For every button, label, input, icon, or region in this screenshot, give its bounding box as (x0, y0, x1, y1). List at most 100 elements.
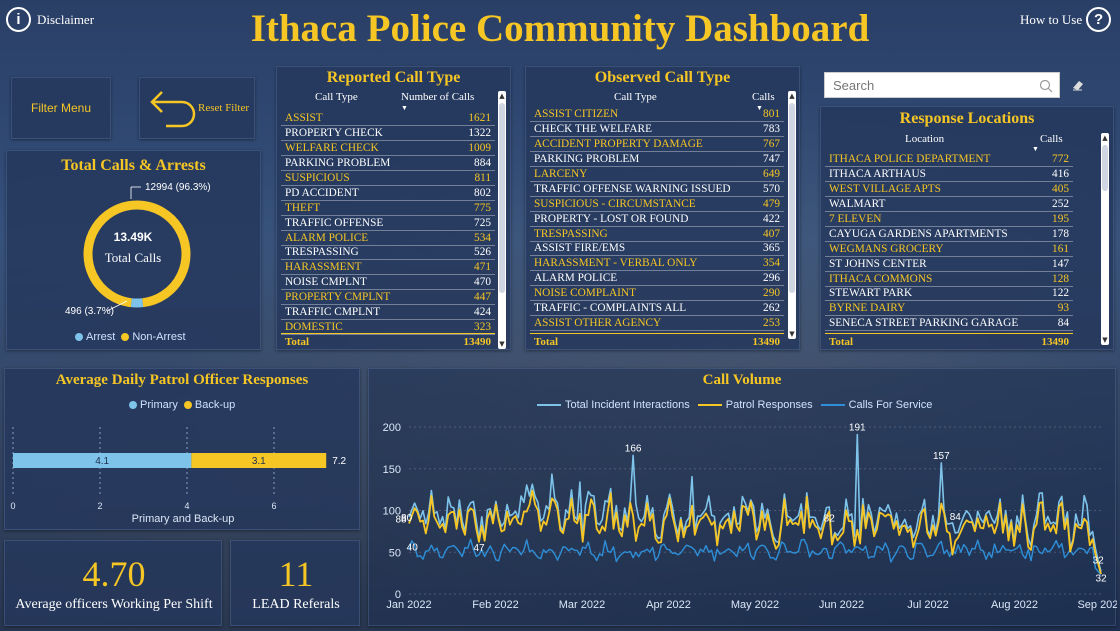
table-row[interactable]: WEST VILLAGE APTS 405 (825, 181, 1073, 198)
backup-data-label: 3.1 (252, 456, 266, 467)
reported-col-calltype[interactable]: Call Type (315, 91, 358, 103)
table-row[interactable]: STEWART PARK 122 (825, 286, 1073, 302)
table-row[interactable]: ASSIST 1621 (281, 111, 495, 127)
search-icon[interactable] (1039, 79, 1053, 93)
table-row[interactable]: WELFARE CHECK 1009 (281, 140, 495, 157)
table-row[interactable]: TRAFFIC CMPLNT 424 (281, 304, 495, 320)
table-cell-value: 84 (1044, 315, 1073, 332)
kpi-officers-value: 4.70 (82, 554, 146, 594)
table-row[interactable]: ALARM POLICE 296 (530, 270, 784, 287)
search-box[interactable] (824, 72, 1060, 98)
search-input[interactable] (825, 73, 1035, 97)
y-tick-label: 200 (383, 422, 401, 434)
table-row[interactable]: THEFT 775 (281, 200, 495, 216)
sort-desc-icon[interactable]: ▼ (401, 104, 408, 112)
table-row[interactable]: ASSIST FIRE/EMS 365 (530, 241, 784, 257)
reset-filter-label: Reset Filter (198, 102, 250, 114)
table-cell-value: 422 (755, 211, 784, 227)
table-row[interactable]: PROPERTY - LOST OR FOUND 422 (530, 211, 784, 227)
table-row[interactable]: CAYUGA GARDENS APARTMENTS 178 (825, 226, 1073, 242)
table-cell-label: ALARM POLICE (530, 270, 756, 287)
reset-filter-button[interactable]: Reset Filter (139, 77, 255, 139)
table-row[interactable]: SENECA STREET PARKING GARAGE 84 (825, 315, 1073, 332)
table-row[interactable]: ST JOHNS CENTER 147 (825, 256, 1073, 272)
table-row[interactable]: HARASSMENT - VERBAL ONLY 354 (530, 255, 784, 272)
table-row[interactable]: CHECK THE WELFARE 783 (530, 121, 784, 138)
table-row[interactable]: TRAFFIC OFFENSE WARNING ISSUED 570 (530, 181, 784, 197)
scroll-up-icon[interactable]: ▲ (789, 92, 795, 100)
table-row[interactable]: PARKING PROBLEM 884 (281, 155, 495, 172)
call-volume-panel: Call Volume Total Incident Interactions … (368, 368, 1117, 626)
disclaimer-button[interactable]: i Disclaimer (6, 7, 94, 32)
table-row[interactable]: PROPERTY CHECK 1322 (281, 125, 495, 142)
observed-scrollbar[interactable]: ▲ ▼ (788, 91, 796, 339)
table-row[interactable]: TRAFFIC OFFENSE 725 (281, 215, 495, 231)
kpi-officers-card: 4.70 Average officers Working Per Shift (4, 540, 222, 626)
table-row[interactable]: ITHACA ARTHAUS 416 (825, 166, 1073, 183)
table-row[interactable]: NOISE COMPLAINT 290 (530, 285, 784, 302)
locations-col-location[interactable]: Location (905, 133, 945, 145)
backup-bar[interactable] (191, 453, 327, 468)
scroll-up-icon[interactable]: ▲ (499, 92, 505, 100)
table-row[interactable]: LARCENY 649 (530, 166, 784, 182)
backup-legend-dot (183, 401, 192, 409)
table-cell-value: 128 (1044, 271, 1073, 287)
table-cell-value: 767 (755, 136, 784, 153)
donut-center-label: Total Calls (104, 250, 162, 265)
scroll-up-icon[interactable]: ▲ (1102, 134, 1108, 142)
eraser-icon[interactable] (1070, 78, 1086, 92)
table-row[interactable]: PROPERTY CMPLNT 447 (281, 289, 495, 306)
observed-col-calltype[interactable]: Call Type (614, 91, 657, 103)
patrol-responses-panel: Average Daily Patrol Officer Responses P… (4, 368, 360, 530)
table-cell-value: 526 (448, 245, 495, 261)
table-cell-value: 424 (448, 304, 495, 320)
scroll-down-icon[interactable]: ▼ (1102, 336, 1108, 344)
table-row[interactable]: WEGMANS GROCERY 161 (825, 241, 1073, 257)
locations-table: ITHACA POLICE DEPARTMENT 772 ITHACA ARTHAU… (825, 152, 1073, 332)
table-row[interactable]: TRAFFIC - COMPLAINTS ALL 262 (530, 300, 784, 316)
table-row[interactable]: PARKING PROBLEM 747 (530, 151, 784, 168)
observed-col-calls[interactable]: Calls (752, 91, 775, 103)
table-row[interactable]: TRESPASSING 526 (281, 245, 495, 261)
primary-bar[interactable] (13, 453, 192, 468)
how-to-use-button[interactable]: How to Use ? (1020, 7, 1112, 32)
table-row[interactable]: PD ACCIDENT 802 (281, 185, 495, 201)
scroll-down-icon[interactable]: ▼ (789, 330, 795, 338)
filter-menu-label: Filter Menu (30, 101, 92, 115)
table-cell-label: ALARM POLICE (281, 230, 449, 246)
table-row[interactable]: NOISE CMPLNT 470 (281, 274, 495, 291)
table-row[interactable]: TRESPASSING 407 (530, 226, 784, 242)
table-row[interactable]: 7 ELEVEN 195 (825, 211, 1073, 227)
call-volume-line-chart: 0 50 100 150 200 Jan 2022 Feb 2022 Mar 2022 Apr … (383, 422, 1117, 611)
table-row[interactable]: SUSPICIOUS - CIRCUMSTANCE 479 (530, 196, 784, 212)
observed-call-type-panel: Observed Call Type Call Type Calls ▼ ASS… (525, 66, 800, 350)
table-cell-value: 323 (448, 319, 495, 335)
table-row[interactable]: SUSPICIOUS 811 (281, 170, 495, 186)
scroll-down-icon[interactable]: ▼ (499, 340, 505, 348)
table-row[interactable]: ITHACA COMMONS 128 (825, 271, 1073, 287)
data-label: 157 (933, 451, 950, 462)
table-cell-label: WALMART (825, 196, 1045, 213)
table-row[interactable]: ASSIST OTHER AGENCY 253 (530, 315, 784, 331)
table-row[interactable]: ASSIST CITIZEN 801 (530, 107, 784, 123)
table-row[interactable]: ALARM POLICE 534 (281, 230, 495, 246)
table-row[interactable]: BYRNE DAIRY 93 (825, 300, 1073, 317)
locations-scrollbar[interactable]: ▲ ▼ (1101, 133, 1109, 345)
table-row[interactable]: ITHACA POLICE DEPARTMENT 772 (825, 152, 1073, 168)
series-patrol-responses-line[interactable] (408, 489, 1102, 575)
reported-scrollbar[interactable]: ▲ ▼ (498, 91, 506, 349)
filter-menu-button[interactable]: Filter Menu (11, 77, 111, 139)
observed-scroll-thumb[interactable] (789, 103, 795, 293)
table-row[interactable]: HARASSMENT 471 (281, 259, 495, 276)
sort-desc-icon[interactable]: ▼ (1032, 145, 1039, 153)
locations-scroll-thumb[interactable] (1102, 145, 1108, 191)
locations-col-calls[interactable]: Calls (1040, 133, 1063, 145)
table-row[interactable]: WALMART 252 (825, 196, 1073, 213)
reported-scroll-thumb[interactable] (499, 103, 505, 293)
calls-arrests-panel: Total Calls & Arrests 12994 (96.3%) 496 … (6, 150, 261, 350)
table-row[interactable]: ACCIDENT PROPERTY DAMAGE 767 (530, 136, 784, 153)
reported-col-number[interactable]: Number of Calls (401, 91, 475, 103)
non-arrest-slice[interactable] (83, 200, 191, 308)
series-calls-for-service-line[interactable] (408, 538, 1102, 576)
info-icon: i (6, 7, 31, 32)
